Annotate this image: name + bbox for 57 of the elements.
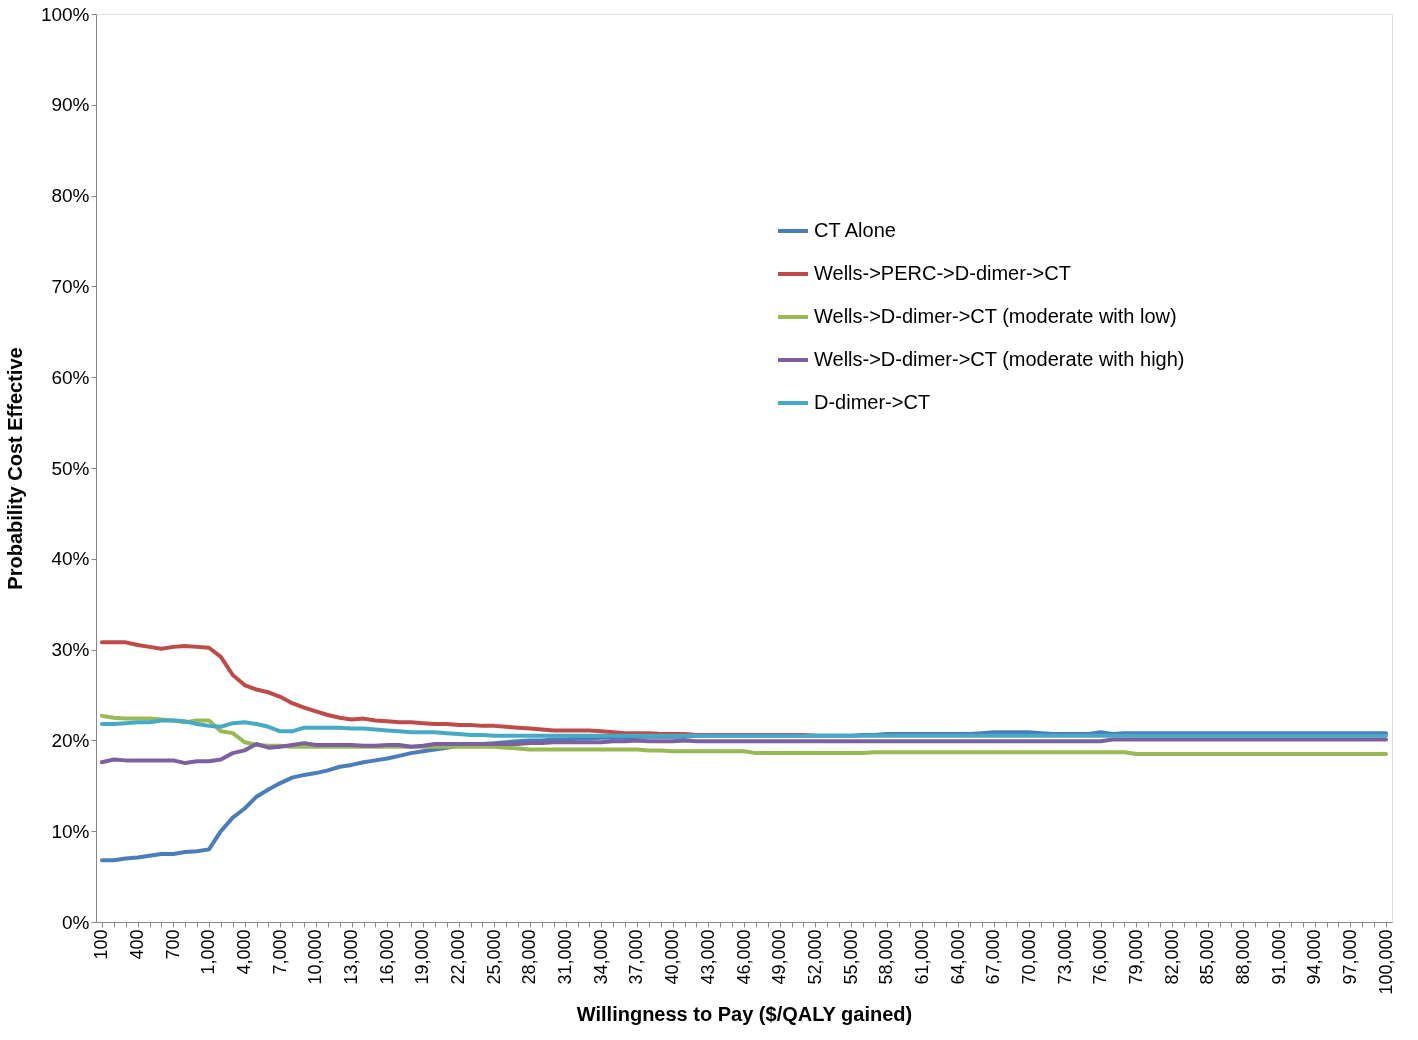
legend-label: D-dimer->CT <box>814 391 931 413</box>
x-tick-label: 19,000 <box>412 929 433 985</box>
x-tick-label: 70,000 <box>1018 929 1039 985</box>
x-axis-title: Willingness to Pay ($/QALY gained) <box>576 1002 913 1025</box>
x-tick-label: 37,000 <box>626 929 647 985</box>
x-tick-label: 67,000 <box>983 929 1004 985</box>
y-tick-label: 60% <box>51 366 90 388</box>
x-tick-label: 76,000 <box>1090 929 1111 985</box>
x-tick-label: 46,000 <box>733 929 754 985</box>
y-tick-label: 40% <box>51 548 90 570</box>
x-tick-label: 28,000 <box>519 929 540 985</box>
x-tick-label: 40,000 <box>662 929 683 985</box>
x-tick-label: 16,000 <box>376 929 397 985</box>
y-tick-label: 10% <box>51 820 90 842</box>
x-tick-label: 1,000 <box>198 929 219 975</box>
x-tick-label: 4,000 <box>234 929 255 975</box>
x-tick-label: 94,000 <box>1304 929 1325 985</box>
legend-label: CT Alone <box>814 219 896 241</box>
y-tick-label: 50% <box>51 457 90 479</box>
x-tick-label: 79,000 <box>1125 929 1146 985</box>
line-series <box>99 737 1389 766</box>
y-axis-title: Probability Cost Effective <box>3 347 26 590</box>
legend-label: Wells->D-dimer->CT (moderate with high) <box>814 348 1185 370</box>
x-tick-label: 100 <box>91 929 112 960</box>
x-tick-label: 7,000 <box>269 929 290 975</box>
x-tick-label: 64,000 <box>947 929 968 985</box>
x-tick-label: 88,000 <box>1232 929 1253 985</box>
x-tick-label: 10,000 <box>305 929 326 985</box>
x-tick-label: 400 <box>127 929 148 960</box>
x-tick-label: 700 <box>162 929 183 960</box>
x-tick-label: 49,000 <box>769 929 790 985</box>
x-tick-label: 22,000 <box>448 929 469 985</box>
y-tick-label: 20% <box>51 729 90 751</box>
y-tick-label: 100% <box>40 3 90 25</box>
x-tick-label: 91,000 <box>1268 929 1289 985</box>
x-tick-label: 100,000 <box>1375 929 1396 995</box>
y-tick-label: 70% <box>51 275 90 297</box>
x-tick-label: 31,000 <box>555 929 576 985</box>
y-tick-label: 0% <box>62 911 90 933</box>
x-tick-label: 34,000 <box>590 929 611 985</box>
y-tick-label: 80% <box>51 185 90 207</box>
legend-label: Wells->D-dimer->CT (moderate with low) <box>814 305 1177 327</box>
x-tick-label: 61,000 <box>911 929 932 985</box>
x-tick-label: 55,000 <box>840 929 861 985</box>
x-tick-label: 58,000 <box>876 929 897 985</box>
y-tick-label: 30% <box>51 639 90 661</box>
y-tick-label: 90% <box>51 94 90 116</box>
x-tick-label: 43,000 <box>697 929 718 985</box>
x-tick-label: 13,000 <box>341 929 362 985</box>
x-tick-label: 82,000 <box>1161 929 1182 985</box>
x-tick-label: 97,000 <box>1339 929 1360 985</box>
x-tick-label: 52,000 <box>804 929 825 985</box>
line-series <box>99 718 1389 738</box>
x-tick-label: 85,000 <box>1197 929 1218 985</box>
x-tick-label: 73,000 <box>1054 929 1075 985</box>
x-tick-label: 25,000 <box>483 929 504 985</box>
legend-label: Wells->PERC->D-dimer->CT <box>814 262 1071 284</box>
